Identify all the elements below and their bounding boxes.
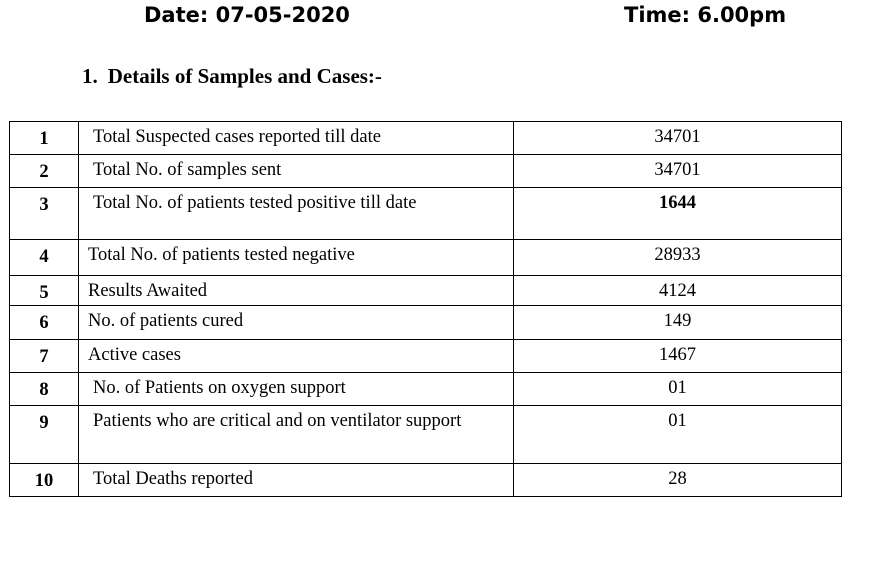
row-number: 3 [9,187,79,240]
row-value: 01 [513,372,842,406]
row-description: No. of Patients on oxygen support [78,372,514,406]
row-description: Active cases [78,339,514,373]
row-value: 01 [513,405,842,464]
table-row: 6 No. of patients cured 149 [9,305,842,340]
row-number: 10 [9,463,79,497]
table-row: 1 Total Suspected cases reported till da… [9,121,842,155]
row-number: 9 [9,405,79,464]
row-description: Results Awaited [78,275,514,306]
row-number: 6 [9,305,79,340]
row-number: 1 [9,121,79,155]
row-value: 34701 [513,121,842,155]
row-description: Patients who are critical and on ventila… [78,405,514,464]
row-number: 8 [9,372,79,406]
section-title: Details of Samples and Cases:- [107,64,382,88]
row-value: 28933 [513,239,842,276]
row-value: 1467 [513,339,842,373]
table-row: 2 Total No. of samples sent 34701 [9,154,842,188]
table-row: 3 Total No. of patients tested positive … [9,187,842,240]
table-row: 7 Active cases 1467 [9,339,842,373]
row-number: 2 [9,154,79,188]
row-description: Total No. of patients tested positive ti… [78,187,514,240]
row-number: 5 [9,275,79,306]
table-row: 10 Total Deaths reported 28 [9,463,842,497]
section-number: 1. [82,64,98,88]
report-time: Time: 6.00pm [624,3,787,27]
report-date: Date: 07-05-2020 [144,3,350,27]
section-heading: 1. Details of Samples and Cases:- [82,64,382,89]
table-row: 8 No. of Patients on oxygen support 01 [9,372,842,406]
row-number: 7 [9,339,79,373]
row-value: 34701 [513,154,842,188]
row-value: 4124 [513,275,842,306]
row-description: Total Deaths reported [78,463,514,497]
row-value: 149 [513,305,842,340]
row-value: 1644 [513,187,842,240]
row-description: No. of patients cured [78,305,514,340]
cases-table: 1 Total Suspected cases reported till da… [9,121,842,497]
row-number: 4 [9,239,79,276]
table-row: 9 Patients who are critical and on venti… [9,405,842,464]
row-description: Total No. of patients tested negative [78,239,514,276]
row-description: Total No. of samples sent [78,154,514,188]
table-row: 5 Results Awaited 4124 [9,275,842,306]
table-row: 4 Total No. of patients tested negative … [9,239,842,276]
row-description: Total Suspected cases reported till date [78,121,514,155]
row-value: 28 [513,463,842,497]
